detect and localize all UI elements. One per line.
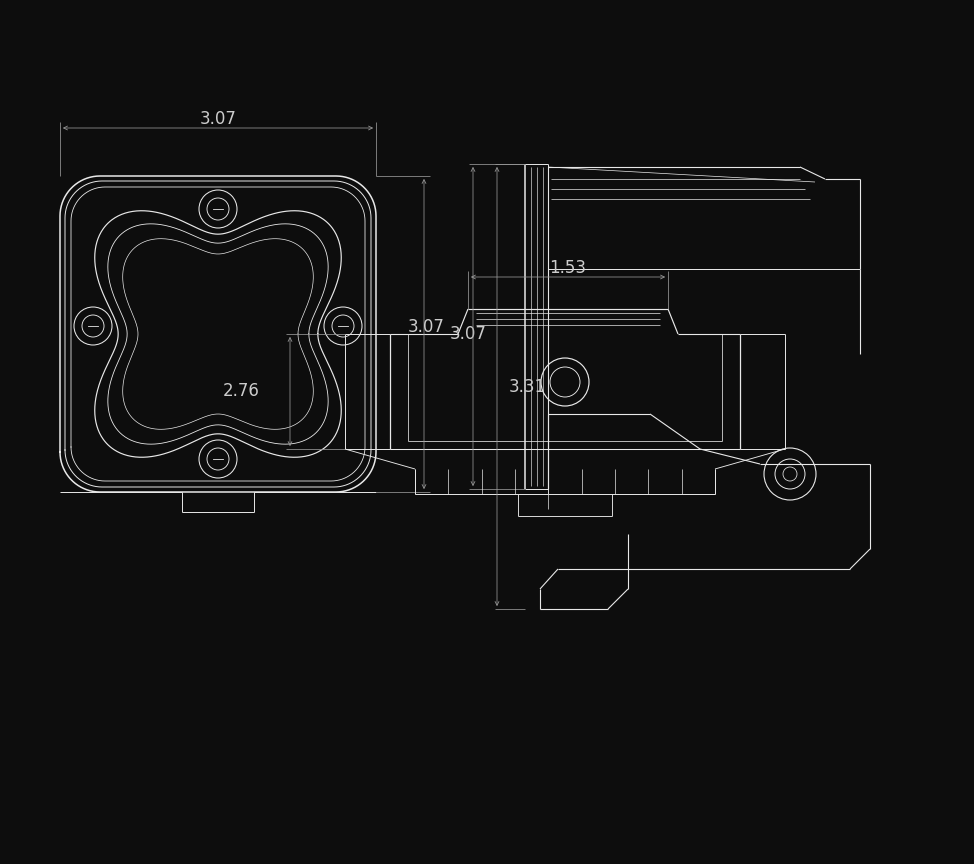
Text: 3.07: 3.07 (450, 325, 487, 343)
Text: 3.31: 3.31 (509, 378, 546, 396)
Text: 1.53: 1.53 (549, 259, 586, 277)
Text: 3.07: 3.07 (408, 317, 445, 335)
Text: 2.76: 2.76 (223, 383, 260, 401)
Text: 3.07: 3.07 (200, 110, 237, 128)
